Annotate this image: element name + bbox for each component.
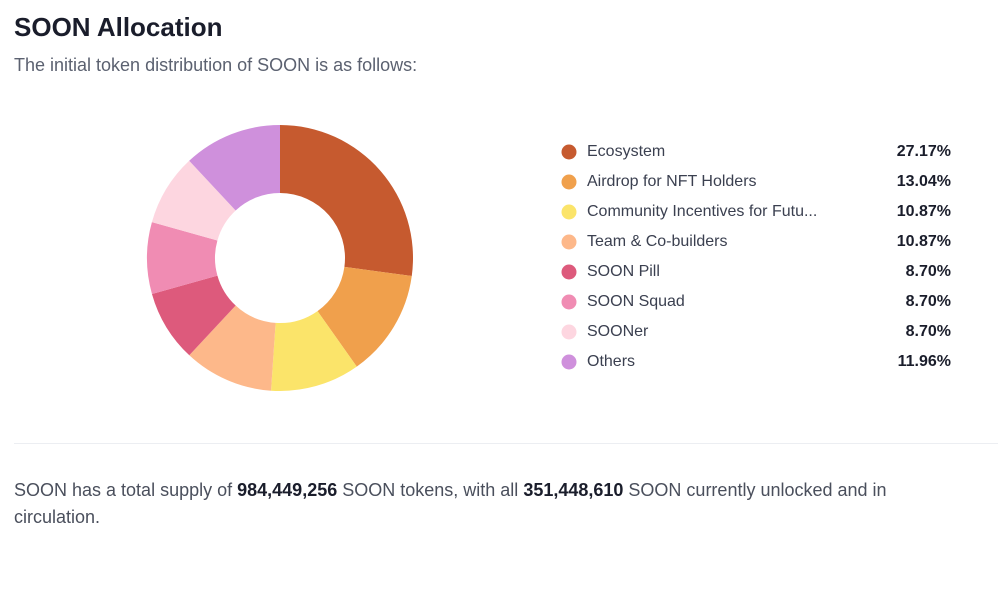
supply-text: SOON has a total supply of 984,449,256 S… <box>14 477 974 531</box>
text: SOON has a total supply of <box>14 480 238 500</box>
slice <box>151 275 236 356</box>
legend-value: 13.04% <box>897 173 951 190</box>
legend-label: SOON Squad <box>587 293 685 310</box>
slice <box>147 222 218 294</box>
legend-label: Community Incentives for Futu... <box>587 203 817 220</box>
legend-label: Team & Co-builders <box>587 233 728 250</box>
legend-label: Airdrop for NFT Holders <box>587 173 757 190</box>
legend-dot <box>561 234 577 250</box>
legend-dot <box>561 294 577 310</box>
legend-value: 10.87% <box>897 233 951 250</box>
legend-label: Ecosystem <box>587 143 665 160</box>
legend-value: 10.87% <box>897 203 951 220</box>
legend-value: 8.70% <box>906 323 951 340</box>
legend-value: 27.17% <box>897 143 951 160</box>
legend-dot <box>561 174 577 190</box>
subtitle: The initial token distribution of SOON i… <box>14 55 418 75</box>
legend-label: SOON Pill <box>587 263 660 280</box>
legend-value: 8.70% <box>906 263 951 280</box>
title: SOON Allocation <box>14 12 223 42</box>
legend-value: 8.70% <box>906 293 951 310</box>
slice <box>317 266 412 367</box>
legend-dot <box>561 144 577 160</box>
legend-label: Others <box>587 353 635 370</box>
slice <box>189 125 280 211</box>
legend-label: SOONer <box>587 323 649 340</box>
legend-dot <box>561 264 577 280</box>
legend-value: 11.96% <box>898 353 951 370</box>
circulating-supply: 351,448,610 <box>523 480 624 500</box>
slice <box>189 305 276 391</box>
total-supply: 984,449,256 <box>237 480 338 500</box>
slice <box>151 160 236 241</box>
legend-dot <box>561 324 577 340</box>
legend-dot <box>561 354 577 370</box>
divider <box>14 443 998 444</box>
legend-dot <box>561 204 577 220</box>
chart: Ecosystem 27.17% Airdrop for NFT Holders 13… <box>147 125 951 391</box>
text: SOON tokens, with all <box>337 480 524 500</box>
slice <box>280 125 413 277</box>
text: SOON currently unlocked and in circulati… <box>14 480 887 527</box>
slice <box>271 311 357 391</box>
